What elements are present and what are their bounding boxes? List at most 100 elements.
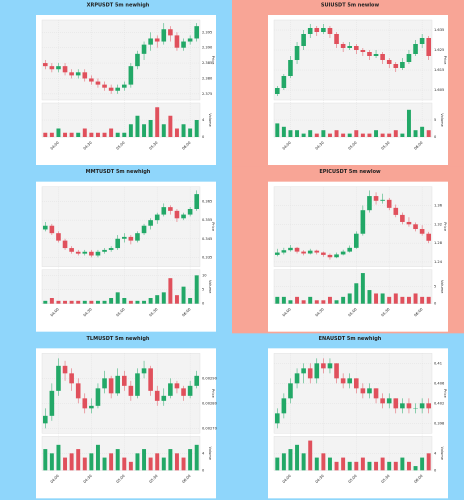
candle-body [121, 375, 127, 386]
volume-bar [327, 133, 332, 137]
volume-bar [341, 457, 346, 471]
volume-bar [301, 453, 306, 471]
y-tick-label: 2.390 [202, 46, 213, 50]
volume-bar [360, 273, 365, 304]
candle-body [115, 238, 121, 249]
volume-bar [295, 444, 300, 471]
candle-body [69, 72, 74, 76]
y-tick-label: 0.365 [202, 200, 212, 204]
volume-bar [413, 466, 418, 471]
volume-tick-label: 0 [434, 468, 437, 472]
y-axis-label: Price [211, 56, 215, 66]
chart-panel: MMTUSDT 5m newhigh0.3350.3450.3550.36505… [0, 166, 232, 334]
volume-bar [321, 300, 326, 304]
volume-bar [49, 453, 54, 471]
candle-body [128, 66, 134, 85]
candle-body [108, 248, 114, 250]
y-tick-label: 0.335 [202, 255, 212, 259]
candle-body [386, 398, 392, 404]
y-tick-label: 1.28 [434, 241, 443, 245]
candle-body [168, 29, 173, 36]
volume-bar [374, 461, 379, 471]
volume-tick-label: 0 [202, 302, 205, 306]
volume-bar [281, 453, 286, 471]
candle-body [174, 383, 180, 389]
volume-bar [341, 133, 346, 137]
candle-body [187, 38, 193, 42]
x-tick-label: 04:30 [83, 473, 94, 484]
candle-body [102, 84, 107, 88]
y-tick-label: 2.395 [202, 30, 212, 34]
volume-tick-label: 4 [434, 451, 437, 455]
volume-bar [43, 132, 48, 137]
price-pane [273, 186, 433, 267]
volume-tick-label: 10 [202, 273, 207, 277]
candle-body [89, 251, 94, 256]
x-tick-label: 04:30 [83, 140, 94, 151]
volume-bar [135, 453, 140, 471]
volume-bar [334, 300, 339, 304]
volume-bar [308, 440, 313, 471]
candle-body [426, 233, 432, 241]
chart-title: SUIUSDT 5m newlow [321, 3, 380, 9]
volume-bar [63, 300, 68, 304]
volume-bar [161, 124, 166, 137]
volume-bar [188, 449, 193, 471]
volume-bar [76, 300, 81, 304]
candle-body [95, 81, 101, 85]
y-tick-label: 1.615 [434, 68, 444, 72]
volume-bar [406, 109, 411, 137]
y-tick-label: 0.345 [202, 237, 212, 241]
candle-body [75, 72, 81, 76]
candle-body [413, 44, 418, 54]
volume-bar [161, 457, 166, 471]
candle-body [128, 385, 134, 396]
volume-bar [194, 120, 199, 137]
candle-body [89, 78, 94, 82]
y-tick-label: 1.605 [434, 88, 444, 92]
volume-bar [122, 132, 127, 137]
volume-bar [400, 133, 405, 137]
volume-bar [128, 124, 133, 137]
volume-bar [155, 453, 160, 471]
volume-bar [181, 286, 186, 304]
volume-bar [406, 461, 411, 471]
volume-bar [115, 449, 120, 471]
candle-body [135, 373, 140, 396]
candle-body [373, 54, 379, 56]
volume-bar [142, 124, 147, 137]
x-tick-label: 06:00 [413, 307, 424, 318]
x-tick-label: 05:30 [380, 307, 391, 318]
volume-bar [95, 132, 100, 137]
volume-bar [334, 461, 339, 471]
volume-bar [161, 292, 166, 304]
volume-bar [69, 453, 74, 471]
volume-bar [181, 124, 186, 137]
candle-body [56, 233, 61, 241]
volume-bar [347, 293, 352, 304]
volume-bar [89, 300, 94, 304]
volume-bar [63, 457, 68, 471]
y-tick-label: 0.402 [434, 401, 444, 405]
candle-body [62, 240, 68, 249]
volume-bar [314, 133, 319, 137]
candle-body [274, 88, 280, 94]
candle-body [82, 72, 88, 79]
candle-body [294, 247, 300, 252]
volume-bar [115, 132, 120, 137]
candle-body [314, 28, 320, 32]
candle-body [426, 38, 432, 56]
candle-body [294, 373, 300, 384]
volume-bar [275, 123, 280, 137]
candle-body [115, 375, 121, 394]
y-tick-label: 2.385 [202, 61, 212, 65]
volume-tick-label: 4 [202, 451, 205, 455]
candle-body [288, 60, 293, 76]
candle-body [367, 196, 372, 211]
candle-body [301, 368, 306, 374]
candle-body [314, 363, 320, 379]
x-tick-label: 04:00 [50, 140, 61, 151]
candle-body [75, 383, 81, 399]
x-tick-label: 05:00 [116, 140, 127, 151]
